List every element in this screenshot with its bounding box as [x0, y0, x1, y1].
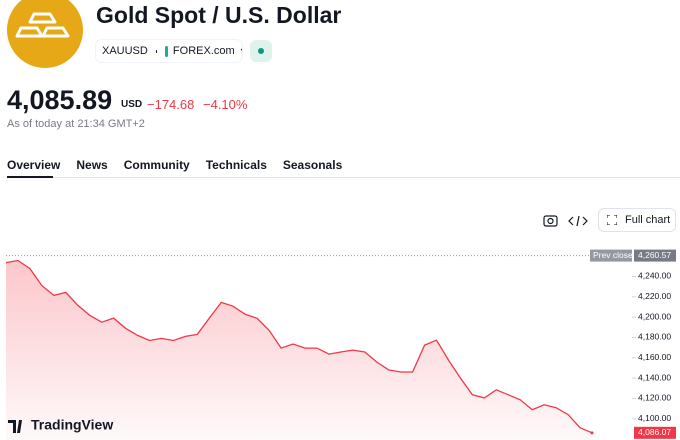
change-percent: −4.10%	[203, 97, 248, 112]
y-tick-label: 4,240.00	[638, 271, 671, 281]
tab[interactable]: Community	[123, 158, 190, 172]
chevron	[240, 48, 242, 52]
full-chart-button[interactable]: Full chart	[598, 208, 676, 232]
full-chart-label: Full chart	[625, 214, 671, 226]
tab-indicator	[7, 176, 53, 178]
chart: 4,240.00 4,220.00 4,200.00 4,180.00 4,160.00…	[5, 249, 676, 440]
y-tick-label: 4,100.00	[638, 413, 671, 423]
exchange: FOREX.com	[172, 45, 235, 57]
embed-button[interactable]	[568, 215, 588, 227]
tab[interactable]: Seasonals	[282, 158, 343, 172]
symbol-pill[interactable]: XAUUSD FOREX.com	[96, 40, 242, 62]
tab[interactable]: News	[76, 158, 108, 172]
y-tick-label: 4,180.00	[638, 332, 671, 342]
prev-close-name: Prev close	[593, 250, 633, 260]
symbol: XAUUSD	[102, 45, 148, 57]
gold-logo	[7, 0, 83, 68]
expand-icon	[607, 215, 617, 225]
change: −174.68	[147, 97, 195, 112]
tab-divider	[7, 177, 680, 178]
tabs: Overview News Community Technicals Seaso…	[7, 158, 342, 172]
prev-close-tag	[590, 249, 632, 262]
tab[interactable]: Technicals	[205, 158, 267, 172]
timestamp: As of today at 21:34 GMT+2	[7, 118, 145, 130]
y-tick-label: 4,140.00	[638, 372, 671, 382]
chart-tools	[543, 215, 588, 227]
last-price-box	[634, 426, 676, 439]
y-tick-label: 4,220.00	[638, 291, 671, 301]
price: 4,085.89	[7, 85, 113, 115]
market-status[interactable]	[250, 40, 272, 62]
y-tick-label: 4,160.00	[638, 352, 671, 362]
title: Gold Spot / U.S. Dollar	[96, 2, 342, 28]
area	[6, 260, 592, 440]
currency: USD	[121, 99, 143, 110]
last-point	[590, 431, 594, 435]
prev-close-box	[634, 249, 676, 262]
watermark: TradingView	[8, 417, 113, 433]
exchange-icon	[164, 45, 168, 57]
separator	[155, 49, 157, 53]
watermark-text: TradingView	[31, 417, 113, 433]
price-line	[5, 259, 593, 434]
tab[interactable]: Overview	[7, 158, 61, 172]
last-price-label: 4,086.07	[638, 427, 671, 437]
y-tick-label: 4,120.00	[638, 393, 671, 403]
y-tick-label: 4,200.00	[638, 311, 671, 321]
prev-close-label: 4,260.57	[638, 250, 671, 260]
snapshot-button[interactable]	[543, 215, 558, 227]
